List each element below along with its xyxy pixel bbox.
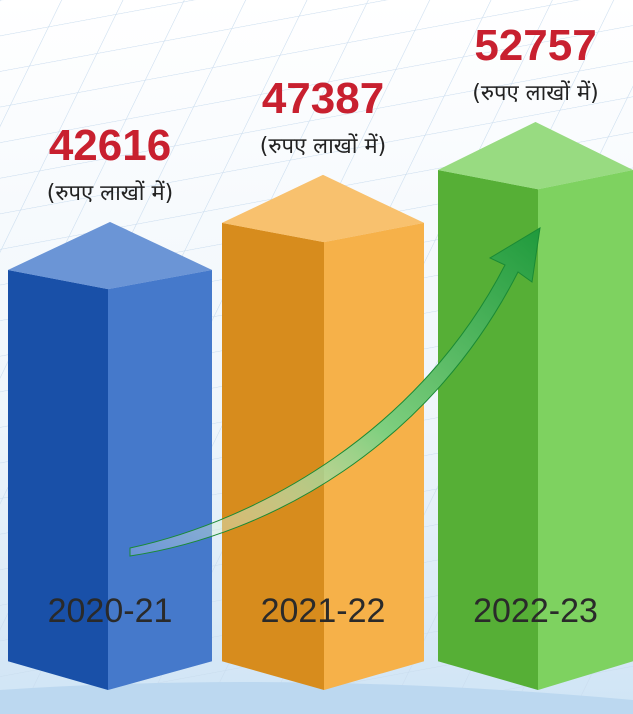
bar-face	[108, 269, 212, 690]
bar-face	[8, 221, 212, 290]
x-tick-label: 2022-23	[473, 592, 598, 630]
bar-face	[324, 222, 424, 690]
bar-face	[438, 122, 633, 190]
bar-face	[438, 122, 633, 190]
bar-face	[222, 222, 324, 690]
bar-face	[222, 174, 424, 243]
bar-face	[324, 222, 424, 690]
value-label: 42616	[49, 121, 171, 170]
value-label: 47387	[262, 74, 384, 123]
unit-label: (रुपए लाखों में)	[472, 80, 598, 106]
value-label: 52757	[474, 21, 596, 70]
bar-face	[538, 170, 633, 690]
bar-face	[438, 170, 538, 690]
bar-face	[222, 222, 324, 690]
unit-label: (रुपए लाखों में)	[260, 133, 386, 159]
bar-face	[108, 269, 212, 690]
bar-face	[8, 269, 108, 690]
x-tick-label: 2021-22	[261, 592, 386, 630]
x-tick-label: 2020-21	[48, 592, 173, 630]
bar	[438, 122, 633, 690]
bar-face	[538, 170, 633, 690]
trend-arrow	[129, 227, 541, 557]
bar-face	[438, 170, 538, 690]
bar-face	[222, 174, 424, 243]
bars	[8, 122, 633, 690]
floor	[0, 682, 633, 714]
bar-face	[8, 221, 212, 290]
bar	[222, 174, 424, 690]
unit-label: (रुपए लाखों में)	[47, 180, 173, 206]
labels: 42616 (रुपए लाखों में) 2020-21 47387 (रुपए ल…	[47, 21, 599, 630]
bar-face	[8, 269, 108, 690]
bar	[8, 221, 212, 690]
